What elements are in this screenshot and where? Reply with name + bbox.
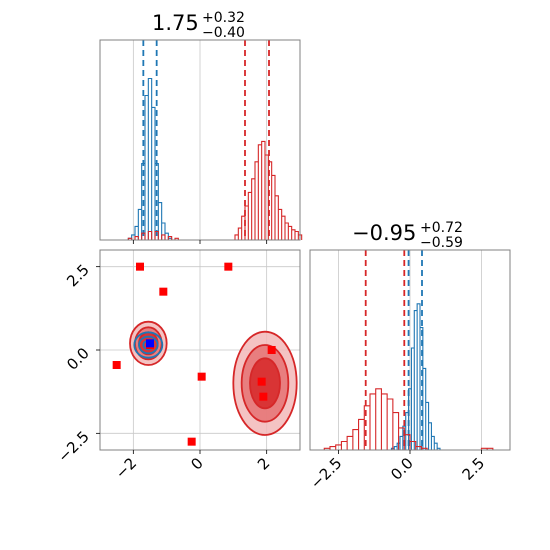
title-y-minus: −0.59 <box>420 235 463 251</box>
x-tick-label: −2 <box>112 454 140 482</box>
title-marginal-x: 1.75 +0.32 −0.40 <box>152 10 245 41</box>
y-tick-label: −2.5 <box>54 427 92 465</box>
title-y-plus: +0.72 <box>420 220 463 236</box>
truth-marker <box>146 339 154 348</box>
y-tick-label: 0.0 <box>63 344 93 374</box>
sample-marker <box>112 361 121 369</box>
title-marginal-y: −0.95 +0.72 −0.59 <box>352 220 463 251</box>
sample-marker <box>259 392 268 401</box>
joint-panel: −2 0 2 2.5 0.0 −2.5 <box>54 249 301 482</box>
y-tick-label: 2.5 <box>63 261 93 291</box>
x-tick-label: 0.0 <box>387 454 417 484</box>
sample-marker <box>224 262 233 271</box>
histogram-step <box>127 140 303 241</box>
contour-level <box>138 335 159 355</box>
histogram-step <box>127 77 173 240</box>
sample-marker <box>257 377 266 386</box>
marginal-y-panel: −2.5 0.0 2.5 <box>307 249 511 493</box>
title-x-minus: −0.40 <box>202 25 245 41</box>
contour-level <box>133 331 164 359</box>
x-tick-label: 2 <box>254 454 273 473</box>
histogram-step <box>323 388 494 451</box>
marginal-x-panel <box>99 39 303 244</box>
sample-marker <box>267 346 276 354</box>
title-y-median: −0.95 <box>352 221 416 245</box>
x-tick-label: 2.5 <box>459 454 489 484</box>
sample-marker <box>187 437 196 446</box>
histogram-step <box>390 303 441 450</box>
sample-marker <box>136 262 144 271</box>
x-tick-label: −2.5 <box>307 454 345 492</box>
title-x-median: 1.75 <box>152 11 199 35</box>
sample-marker <box>197 372 206 381</box>
x-tick-label: 0 <box>187 454 206 473</box>
title-x-plus: +0.32 <box>202 10 245 26</box>
sample-marker <box>159 287 168 296</box>
